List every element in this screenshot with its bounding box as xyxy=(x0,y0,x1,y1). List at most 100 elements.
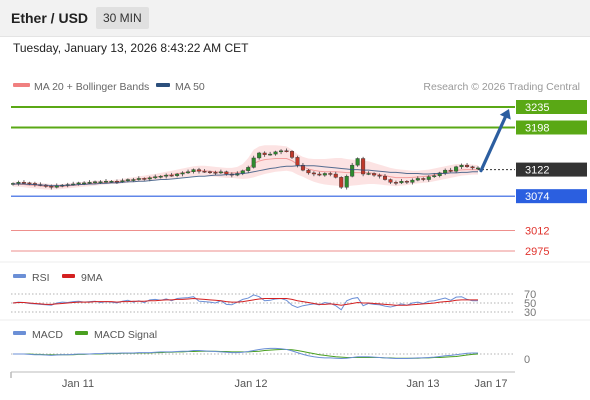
candle-body xyxy=(311,172,316,175)
forecast-arrow xyxy=(479,109,511,173)
price-level-badge-3235 xyxy=(516,100,587,114)
candle-body xyxy=(465,164,470,168)
macd-tick-label: 0 xyxy=(524,354,530,366)
bollinger-band-area xyxy=(13,145,478,190)
rsi-legend-label: RSI xyxy=(32,272,50,284)
candle-body xyxy=(459,164,464,168)
candle-body xyxy=(410,179,415,183)
rsi-ma-legend-label: 9MA xyxy=(81,272,103,284)
price-levels: 3235 3198 3122 3074 3012 2975 xyxy=(11,100,587,258)
candle-body xyxy=(344,176,349,188)
candle-body xyxy=(202,171,207,173)
chart-header: Ether / USD 30 MIN xyxy=(0,0,590,37)
candle-body xyxy=(404,181,409,183)
candle-body xyxy=(251,157,256,168)
x-tick-label: Jan 17 xyxy=(474,378,507,390)
candle-body xyxy=(399,181,404,184)
candle-body xyxy=(82,182,87,185)
candle-body xyxy=(426,176,431,180)
candle-body xyxy=(169,174,174,177)
candle-body xyxy=(164,174,169,177)
rsi-legend-swatch xyxy=(13,274,26,278)
candle-body xyxy=(268,153,273,156)
candle-body xyxy=(27,182,32,185)
candle-body xyxy=(158,176,163,178)
candle-body xyxy=(383,176,388,180)
candle-body xyxy=(437,172,442,176)
macd-line xyxy=(13,347,478,360)
ma50-line xyxy=(13,165,478,187)
candle-body xyxy=(125,179,130,181)
macd-panel: 0 xyxy=(11,347,530,366)
candle-body xyxy=(87,182,92,184)
candle-body xyxy=(295,157,300,166)
rsi-ma-legend-swatch xyxy=(62,274,75,278)
research-credit: Research © 2026 Trading Central xyxy=(423,81,580,93)
candle-body xyxy=(284,150,289,152)
candle-body xyxy=(76,182,81,185)
candle-body xyxy=(322,173,327,176)
candle-body xyxy=(207,171,212,174)
candle-body xyxy=(470,166,475,169)
macd-legend-swatch xyxy=(13,331,26,335)
candle-body xyxy=(109,181,114,183)
candle-body xyxy=(377,174,382,177)
candle-body xyxy=(355,158,360,166)
candlesticks xyxy=(10,148,481,190)
price-level-badge-3074 xyxy=(516,189,587,204)
candle-body xyxy=(218,171,223,174)
candle-body xyxy=(257,152,262,159)
price-level-badge-3198 xyxy=(516,120,587,135)
x-tick-label: Jan 13 xyxy=(406,378,439,390)
timeframe-button[interactable]: 30 MIN xyxy=(96,7,149,29)
ma50-polyline xyxy=(13,165,478,187)
candle-body xyxy=(328,173,333,175)
ma50-legend-label: MA 50 xyxy=(175,81,205,93)
bollinger-legend-label: MA 20 + Bollinger Bands xyxy=(34,81,149,93)
bollinger-legend-swatch xyxy=(13,83,30,87)
candle-body xyxy=(153,176,158,179)
candle-body xyxy=(454,166,459,172)
candle-body xyxy=(120,180,125,182)
candle-body xyxy=(300,164,305,171)
candle-body xyxy=(317,173,322,176)
candle-body xyxy=(114,181,119,183)
timestamp: Tuesday, January 13, 2026 8:43:22 AM CET xyxy=(13,41,249,55)
macd-signal-legend-label: MACD Signal xyxy=(94,329,157,341)
macd-signal-legend-swatch xyxy=(75,331,88,335)
candle-body xyxy=(290,151,295,158)
rsi-tick-label: 70 xyxy=(524,289,536,301)
candle-body xyxy=(339,177,344,188)
candle-body xyxy=(49,185,54,188)
candle-body xyxy=(142,178,147,180)
rsi-tick-label: 50 xyxy=(524,298,536,310)
candle-body xyxy=(246,167,251,171)
ma50-legend-swatch xyxy=(156,83,170,87)
candle-body xyxy=(448,169,453,172)
price-level-badge-3122 xyxy=(516,162,587,177)
candle-body xyxy=(476,167,481,170)
candle-body xyxy=(175,173,180,176)
candle-body xyxy=(443,169,448,174)
price-level-label-3122: 3122 xyxy=(525,165,549,177)
instrument-title: Ether / USD xyxy=(11,10,89,26)
candle-body xyxy=(366,173,371,175)
forecast-arrow-shaft xyxy=(479,115,507,173)
rsi-ma-line xyxy=(12,297,478,306)
candle-body xyxy=(191,169,196,172)
candle-body xyxy=(421,178,426,180)
candle-body xyxy=(273,151,278,155)
candle-body xyxy=(93,181,98,183)
candle-body xyxy=(372,173,377,176)
candle-body xyxy=(213,172,218,174)
candle-body xyxy=(432,175,437,177)
price-level-label-3235: 3235 xyxy=(525,102,549,114)
candle-body xyxy=(333,173,338,178)
price-level-label-3012: 3012 xyxy=(525,226,549,238)
candle-body xyxy=(186,171,191,174)
forecast-arrow-head xyxy=(499,109,511,120)
x-tick-label: Jan 12 xyxy=(234,378,267,390)
candle-body xyxy=(388,179,393,183)
candle-body xyxy=(180,172,185,175)
